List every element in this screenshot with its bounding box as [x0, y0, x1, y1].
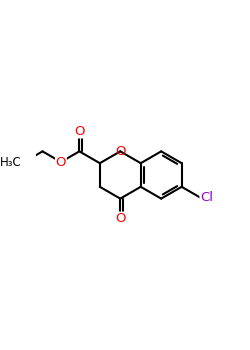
Text: O: O — [115, 145, 126, 158]
Text: O: O — [115, 212, 126, 225]
Text: O: O — [56, 155, 66, 168]
Text: Cl: Cl — [200, 191, 213, 204]
Text: O: O — [74, 125, 85, 138]
Text: H₃C: H₃C — [0, 155, 22, 168]
